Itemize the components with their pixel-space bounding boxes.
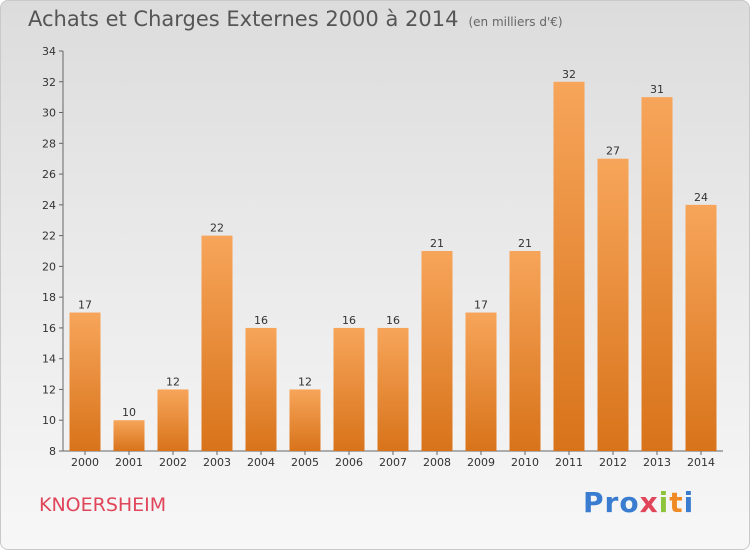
y-tick-label: 16 [42,322,56,335]
x-tick-label: 2008 [423,456,451,469]
y-tick-label: 22 [42,230,56,243]
bar-value-label: 16 [254,314,268,327]
bar-2003 [201,235,233,451]
proxiti-logo: Proxiti [583,486,695,519]
bar-value-label: 10 [122,406,136,419]
bar-value-label: 21 [518,237,532,250]
x-tick-label: 2005 [291,456,319,469]
y-tick-label: 34 [42,45,56,58]
y-tick-label: 32 [42,76,56,89]
y-tick-label: 14 [42,353,56,366]
x-tick-label: 2013 [643,456,671,469]
bar-2010 [509,251,541,451]
y-tick-label: 26 [42,168,56,181]
x-tick-label: 2011 [555,456,583,469]
bar-2008 [421,251,453,451]
x-tick-label: 2007 [379,456,407,469]
city-name: KNOERSHEIM [39,494,167,516]
x-tick-label: 2004 [247,456,275,469]
bar-value-label: 31 [650,83,664,96]
bar-2006 [333,327,365,451]
bar-value-label: 17 [474,299,488,312]
bar-2009 [465,312,497,451]
x-tick-label: 2012 [599,456,627,469]
bar-2001 [113,420,145,451]
bar-2005 [289,389,321,451]
chart-title: Achats et Charges Externes 2000 à 2014 (e… [28,7,563,31]
bar-2002 [157,389,189,451]
axis-layer: 8 10 12 14 16 18 20 22 24 26 28 30 32 34 2000 2001 2002 2… [42,45,723,469]
x-tick-label: 2003 [203,456,231,469]
bar-2007 [377,327,409,451]
bar-value-label: 32 [562,68,576,81]
bar-value-label: 16 [386,314,400,327]
x-tick-label: 2014 [687,456,715,469]
y-tick-label: 24 [42,199,56,212]
y-tick-label: 10 [42,414,56,427]
y-tick-label: 8 [49,445,56,458]
bar-2011 [553,81,585,452]
bar-2004 [245,327,277,451]
bar-2013 [641,97,673,452]
bar-value-label: 27 [606,145,620,158]
x-tick-label: 2000 [71,456,99,469]
bar-value-label: 12 [166,375,180,388]
bar-value-label: 24 [694,191,708,204]
bar-2014 [685,204,717,451]
bar-value-label: 12 [298,375,312,388]
bar-value-label: 22 [210,222,224,235]
bar-2000 [69,312,101,451]
bar-value-label: 16 [342,314,356,327]
y-tick-label: 20 [42,260,56,273]
chart-title-text: Achats et Charges Externes 2000 à 2014 [28,7,459,31]
x-tick-label: 2002 [159,456,187,469]
x-tick-label: 2006 [335,456,363,469]
x-tick-label: 2001 [115,456,143,469]
x-tick-label: 2010 [511,456,539,469]
y-tick-label: 28 [42,137,56,150]
x-tick-label: 2009 [467,456,495,469]
chart-unit: (en milliers d'€) [468,15,563,29]
bar-layer: 17 10 12 22 16 12 16 16 21 17 21 32 27 31 24 [69,68,717,452]
bar-value-label: 17 [78,299,92,312]
y-tick-label: 18 [42,291,56,304]
bar-value-label: 21 [430,237,444,250]
y-tick-label: 30 [42,107,56,120]
bar-2012 [597,158,629,451]
y-tick-label: 12 [42,383,56,396]
